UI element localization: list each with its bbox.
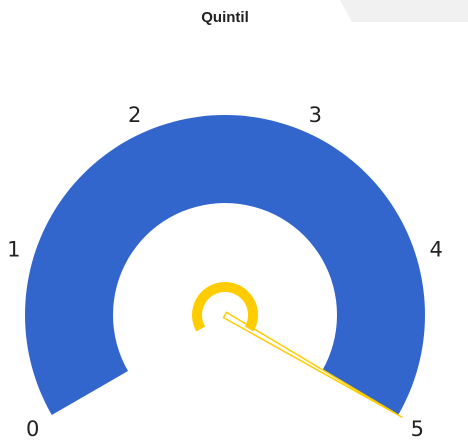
needle-pivot <box>192 282 258 332</box>
tick-label: 5 <box>411 417 424 441</box>
tick-label: 4 <box>429 237 442 261</box>
tick-label: 0 <box>26 417 39 441</box>
chart-title: Quintil <box>201 9 249 26</box>
tick-label: 1 <box>7 237 20 261</box>
gauge-band <box>24 115 425 416</box>
toolbar-shadow <box>340 0 468 22</box>
tick-label: 2 <box>128 103 141 127</box>
needle <box>222 311 403 419</box>
tick-label: 3 <box>309 103 322 127</box>
